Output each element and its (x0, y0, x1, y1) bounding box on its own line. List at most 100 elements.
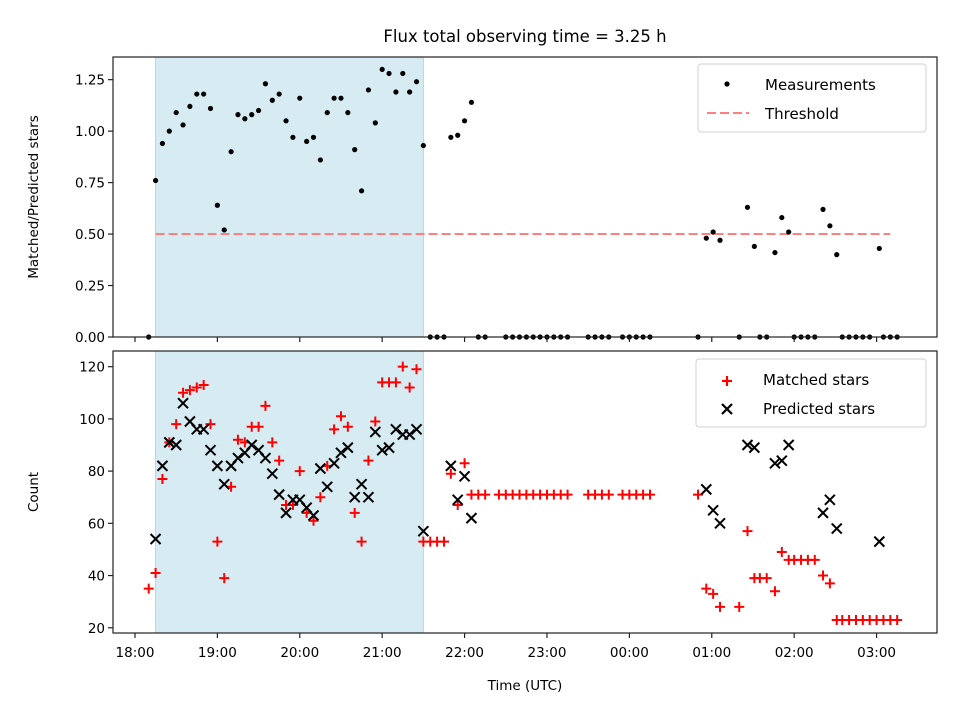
predicted-star-marker (376, 444, 388, 456)
measurement-point (249, 112, 255, 118)
predicted-star-marker (741, 439, 754, 451)
y-tick-label: 1.00 (75, 124, 105, 140)
measurement-point (772, 249, 778, 256)
y-tick-label: 120 (79, 360, 105, 376)
predicted-star-marker (714, 517, 726, 530)
legend-measurements-label: Measurements (765, 76, 876, 94)
matched-star-marker (356, 536, 367, 547)
predicted-star-marker (177, 397, 189, 409)
predicted-star-marker (403, 428, 416, 441)
matched-star-marker (459, 458, 470, 469)
matched-star-marker (708, 588, 719, 599)
predicted-star-marker (824, 494, 836, 506)
matched-star-marker (205, 419, 216, 430)
measurement-point (827, 223, 833, 229)
predicted-star-marker (156, 460, 169, 472)
legend-matched-label: Matched stars (763, 371, 869, 389)
matched-star-marker (411, 364, 422, 375)
predicted-star-marker (204, 444, 217, 456)
x-tick-label: 21:00 (363, 645, 402, 661)
matched-stars-points (143, 361, 903, 625)
matched-star-marker (438, 536, 449, 547)
measurement-point (317, 157, 323, 163)
measurement-point (276, 91, 282, 97)
predicted-star-marker (817, 507, 829, 519)
matched-star-marker (761, 573, 772, 584)
bottom-x-ticks: 18:00 19:00 20:00 21:00 22:00 23:00 00:00 01:00… (116, 633, 896, 661)
predicted-star-marker (458, 470, 471, 483)
bottom-y-ticks: 20 40 60 80 100 120 (79, 360, 113, 637)
x-axis-label: Time (UTC) (487, 678, 563, 694)
x-tick-label: 22:00 (445, 645, 484, 661)
measurement-point (717, 237, 723, 243)
measurement-point (751, 243, 757, 250)
matched-star-marker (769, 586, 780, 597)
predicted-star-marker (831, 522, 843, 535)
legend-predicted-marker (721, 403, 733, 415)
matched-star-marker (701, 583, 712, 594)
measurement-point (214, 202, 220, 208)
predicted-star-marker (369, 426, 382, 438)
legend-box (695, 358, 927, 428)
matched-star-marker (150, 567, 161, 578)
predicted-star-marker (342, 441, 354, 454)
measurement-point (468, 99, 475, 105)
measurement-point (269, 97, 275, 103)
count-panel: 20 40 60 80 100 120 18:00 19:00 20:00 21:00 22:00… (26, 350, 938, 694)
measurement-point (365, 87, 372, 93)
chart-title: Flux total observing time = 3.25 h (383, 27, 666, 46)
matched-star-marker (363, 455, 374, 466)
x-tick-label: 18:00 (116, 645, 155, 661)
matched-star-marker (644, 489, 655, 500)
y-tick-label: 40 (88, 569, 105, 585)
matched-star-marker (818, 570, 829, 581)
y-tick-label: 100 (79, 412, 105, 428)
measurement-point (187, 103, 193, 110)
predicted-star-marker (149, 533, 162, 545)
matched-star-marker (315, 492, 326, 503)
measurement-point (262, 81, 269, 87)
predicted-star-marker (355, 478, 368, 490)
measurement-point (407, 89, 413, 95)
measurement-point (166, 128, 172, 134)
matched-star-marker (178, 387, 189, 398)
matched-star-marker (809, 554, 820, 565)
observing-window-shade (155, 56, 424, 338)
measurement-point (820, 206, 826, 212)
matched-star-marker (184, 385, 195, 396)
measurement-point (352, 147, 358, 153)
predicted-star-marker (782, 439, 795, 451)
measurement-point (242, 116, 248, 122)
top-y-axis-label: Matched/Predicted stars (26, 115, 42, 278)
matched-star-marker (404, 382, 415, 393)
predicted-star-marker (445, 460, 457, 472)
x-tick-label: 01:00 (692, 645, 731, 661)
measurement-point (194, 91, 200, 97)
matched-star-marker (294, 466, 305, 477)
predicted-star-marker (321, 481, 333, 493)
y-tick-label: 0.25 (75, 279, 105, 295)
measurement-point (461, 118, 468, 124)
measurement-point (290, 134, 296, 140)
x-tick-label: 03:00 (857, 645, 896, 661)
measurement-point (779, 214, 785, 221)
predicted-star-marker (707, 504, 719, 516)
matched-star-marker (335, 411, 346, 422)
y-tick-label: 80 (88, 464, 105, 480)
x-tick-label: 20:00 (280, 645, 319, 661)
predicted-star-marker (390, 423, 402, 436)
matched-star-marker (198, 379, 209, 390)
ratio-panel: 0.00 0.25 0.50 0.75 1.00 1.25 Matched/Predict… (26, 56, 938, 346)
measurement-point (235, 112, 241, 118)
predicted-star-marker (245, 439, 258, 451)
legend-box (697, 63, 927, 133)
predicted-star-marker (362, 491, 375, 503)
predicted-star-marker (259, 452, 272, 464)
measurement-point (455, 132, 461, 138)
top-legend: Measurements Threshold (697, 63, 927, 133)
predicted-star-marker (383, 441, 395, 454)
matched-star-marker (734, 601, 745, 612)
measurement-point (324, 109, 330, 116)
measurement-point (173, 109, 179, 116)
